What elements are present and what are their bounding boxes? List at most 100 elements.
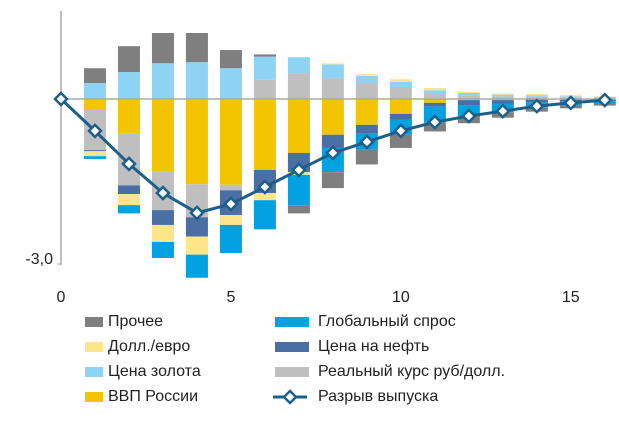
marker [393, 123, 409, 139]
bar-segment [185, 33, 208, 63]
marker [461, 108, 477, 124]
bar-segment [83, 156, 106, 159]
legend-label: ВВП России [108, 388, 198, 405]
legend-swatch [275, 342, 309, 352]
marker [529, 98, 545, 114]
bar-segment [525, 95, 548, 97]
bar-segment [253, 99, 276, 170]
bar-segment [389, 79, 412, 82]
bar-segment [151, 99, 174, 172]
bar-segment [525, 96, 548, 99]
bar-segment [83, 68, 106, 84]
marker [291, 162, 307, 178]
bar-segment [117, 99, 140, 134]
marker [155, 185, 171, 201]
bar-segment [389, 113, 412, 120]
bar-segment [185, 99, 208, 185]
bar-segment [253, 56, 276, 80]
legend-label: Прочее [108, 313, 163, 330]
bar-segment [253, 200, 276, 230]
bar-segment [355, 124, 378, 134]
bar-segment [253, 54, 276, 57]
bar-segment [321, 134, 344, 148]
bar-segment [185, 62, 208, 99]
bar-segment [287, 57, 310, 74]
bar-segment [355, 74, 378, 76]
marker [359, 134, 375, 150]
marker [597, 92, 613, 108]
bar-segment [117, 194, 140, 206]
bar-segment [389, 134, 412, 148]
bar-segment [219, 50, 242, 69]
bar-segment [287, 73, 310, 99]
legend-label: Цена золота [108, 363, 201, 380]
marker [223, 196, 239, 212]
bar-segment [423, 99, 446, 103]
marker [563, 95, 579, 111]
legend-swatch [85, 317, 103, 327]
marker [53, 91, 69, 107]
bar-segment [185, 217, 208, 237]
marker [87, 123, 103, 139]
x-tick-label: 0 [57, 289, 66, 306]
y-tick-label: -3,0 [25, 251, 53, 268]
bar-segment [83, 99, 106, 110]
bar-segment [491, 96, 514, 99]
legend-label: Разрыв выпуска [318, 388, 438, 405]
legend-label: Реальный курс руб/долл. [318, 363, 505, 380]
bar-segment [185, 236, 208, 255]
bar-segment [389, 86, 412, 99]
bar-segment [423, 88, 446, 91]
marker [121, 156, 137, 172]
marker [257, 179, 273, 195]
legend-label: Глобальный спрос [318, 313, 456, 330]
bar-segment [525, 94, 548, 96]
bar-segment [219, 99, 242, 185]
bar-segment [389, 99, 412, 114]
bar-segment [457, 95, 480, 99]
x-tick-label: 15 [562, 289, 580, 306]
bar-segment [355, 75, 378, 84]
bar-segment [355, 149, 378, 165]
bar-segment [151, 242, 174, 258]
legend-swatch [85, 367, 103, 377]
bar-segment [321, 172, 344, 189]
bar-segment [253, 193, 276, 201]
bar-segment [321, 78, 344, 99]
marker [495, 103, 511, 119]
legend-swatch [275, 367, 309, 377]
marker [427, 114, 443, 130]
bar-segment [117, 185, 140, 195]
bar-segment [321, 63, 344, 65]
bar-segment [151, 33, 174, 64]
bar-segment [117, 72, 140, 99]
bar-segment [321, 64, 344, 79]
bar-segment [457, 100, 480, 106]
bar-segment [117, 46, 140, 73]
bar-segment [83, 151, 106, 157]
bar-segment [287, 174, 310, 206]
bar-segment [151, 210, 174, 225]
bar-segment [423, 90, 446, 93]
bar-segment [151, 224, 174, 242]
bar-segment [423, 92, 446, 99]
legend-swatch [85, 392, 103, 402]
bar-segment [491, 93, 514, 95]
bar-segment [491, 94, 514, 97]
bar-segment [219, 184, 242, 191]
bar-segment [83, 83, 106, 99]
bar-segment [389, 81, 412, 87]
bar-segment [457, 92, 480, 96]
bar-segment [457, 91, 480, 93]
bar-segment [253, 79, 276, 99]
bar-segment [287, 205, 310, 214]
bar-segment [185, 254, 208, 278]
bar-segment [117, 205, 140, 214]
bar-segment [355, 83, 378, 99]
bar-segment [219, 68, 242, 99]
legend-label: Цена на нефть [318, 338, 429, 355]
legend-label: Долл./евро [108, 338, 190, 355]
bar-segment [491, 100, 514, 104]
legend-swatch [275, 317, 309, 327]
